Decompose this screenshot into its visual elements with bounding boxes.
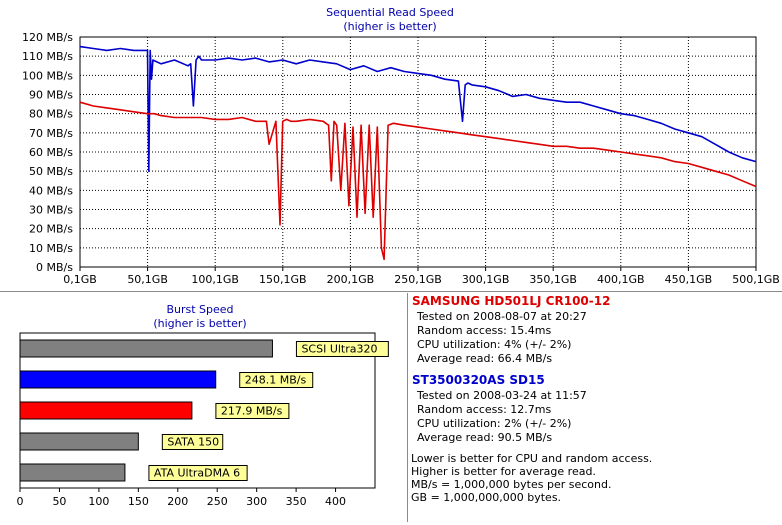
drive-name-seagate: ST3500320AS SD15: [412, 373, 545, 387]
sequential-read-chart: Sequential Read Speed (higher is better)…: [22, 6, 780, 286]
x-tick-label: 50,1GB: [127, 273, 168, 286]
x-tick-label: 400: [325, 495, 346, 508]
y-tick-label: 120 MB/s: [22, 31, 73, 44]
bar-label-box: [215, 403, 290, 419]
x-tick-label: 150,1GB: [259, 273, 307, 286]
series-line: [79, 45, 757, 172]
y-tick-label: 10 MB/s: [29, 242, 73, 255]
bar: [19, 401, 193, 420]
bar: [19, 370, 217, 389]
y-tick-label: 90 MB/s: [29, 89, 73, 102]
sequential-read-panel: Sequential Read Speed (higher is better)…: [0, 6, 782, 292]
burst-speed-panel: Burst Speed (higher is better) 0 50 100 150…: [0, 293, 408, 522]
bar-label: 248.1 MB/s: [245, 374, 307, 387]
bar: [19, 432, 139, 451]
cpu-utilization: CPU utilization: 2% (+/- 2%): [417, 417, 572, 430]
chart-title: Sequential Read Speed: [326, 6, 454, 19]
x-tick-label: 150: [128, 495, 149, 508]
x-tick-label: 250,1GB: [394, 273, 442, 286]
burst-speed-chart: Burst Speed (higher is better) 0 50 100 150…: [17, 303, 389, 508]
x-tick-label: 100,1GB: [191, 273, 239, 286]
note-line: Higher is better for average read.: [411, 465, 596, 478]
average-read: Average read: 66.4 MB/s: [417, 352, 553, 365]
note-line: MB/s = 1,000,000 bytes per second.: [411, 478, 612, 491]
x-tick-label: 0,1GB: [63, 273, 97, 286]
tested-date: Tested on 2008-08-07 at 20:27: [417, 310, 587, 323]
bar-label-box: [239, 372, 314, 388]
x-tick-label: 100: [88, 495, 109, 508]
x-tick-label: 400,1GB: [597, 273, 645, 286]
y-tick-label: 110 MB/s: [22, 50, 73, 63]
series-line: [79, 101, 757, 261]
y-tick-label: 30 MB/s: [29, 204, 73, 217]
bar-label-box: [161, 434, 224, 450]
chart-subtitle: (higher is better): [343, 20, 436, 33]
x-tick-label: 200: [167, 495, 188, 508]
grid: [79, 36, 757, 268]
y-tick-label: 100 MB/s: [22, 69, 73, 82]
random-access: Random access: 12.7ms: [417, 403, 552, 416]
bar-label-box: [148, 465, 248, 481]
y-tick-label: 50 MB/s: [29, 165, 73, 178]
y-tick-label: 40 MB/s: [29, 184, 73, 197]
x-tick-label: 300,1GB: [462, 273, 510, 286]
bar-label: SATA 150: [167, 436, 219, 449]
x-tick-label: 0: [17, 495, 24, 508]
cpu-utilization: CPU utilization: 4% (+/- 2%): [417, 338, 572, 351]
bar-label-box: [295, 341, 389, 357]
tested-date: Tested on 2008-03-24 at 11:57: [417, 389, 587, 402]
x-axis: 0,1GB 50,1GB 100,1GB 150,1GB 200,1GB 250,1GB 3…: [63, 267, 780, 286]
y-axis: 0 MB/s 10 MB/s 20 MB/s 30 MB/s 40 MB/s 50 MB/…: [22, 31, 73, 274]
x-tick-label: 300: [246, 495, 267, 508]
bar-label: 217.9 MB/s: [221, 405, 283, 418]
x-tick-label: 250: [207, 495, 228, 508]
x-tick-label: 450,1GB: [665, 273, 713, 286]
drive-name-samsung: SAMSUNG HD501LJ CR100-12: [412, 294, 611, 308]
x-tick-label: 200,1GB: [327, 273, 375, 286]
y-tick-label: 60 MB/s: [29, 146, 73, 159]
bar-label: SCSI Ultra320: [301, 343, 377, 356]
random-access: Random access: 15.4ms: [417, 324, 552, 337]
y-tick-label: 0 MB/s: [36, 261, 73, 274]
bars-group: SCSI Ultra320 248.1 MB/s 217.9 MB/s SATA 15…: [19, 339, 389, 482]
bar: [19, 339, 273, 358]
bar-label: ATA UltraDMA 6: [154, 467, 240, 480]
chart-title: Burst Speed: [166, 303, 233, 316]
y-tick-label: 20 MB/s: [29, 223, 73, 236]
x-tick-label: 350,1GB: [529, 273, 577, 286]
average-read: Average read: 90.5 MB/s: [417, 431, 553, 444]
bar: [19, 463, 126, 482]
x-axis: 0 50 100 150 200 250 300 350 400: [17, 488, 346, 508]
y-tick-label: 70 MB/s: [29, 127, 73, 140]
y-tick-label: 80 MB/s: [29, 108, 73, 121]
chart-subtitle: (higher is better): [153, 317, 246, 330]
info-panel: SAMSUNG HD501LJ CR100-12 Tested on 2008-…: [409, 293, 782, 522]
x-tick-label: 350: [286, 495, 307, 508]
x-tick-label: 500,1GB: [732, 273, 780, 286]
note-line: Lower is better for CPU and random acces…: [411, 452, 653, 465]
note-line: GB = 1,000,000,000 bytes.: [411, 491, 562, 504]
series-group: [79, 45, 757, 261]
x-tick-label: 50: [52, 495, 66, 508]
